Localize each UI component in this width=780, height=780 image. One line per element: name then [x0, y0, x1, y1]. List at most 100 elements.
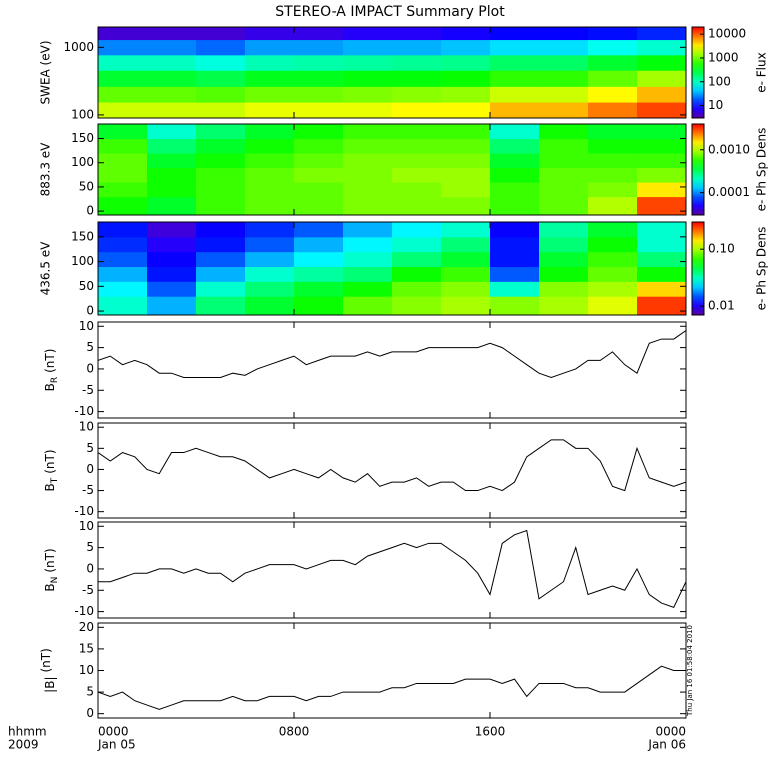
heat-cell [294, 281, 344, 297]
heat-cell [147, 167, 197, 183]
heat-cell [343, 222, 393, 238]
heat-cell [245, 196, 295, 215]
heat-cell [441, 138, 491, 154]
heat-cell [196, 281, 246, 297]
heat-cell [441, 124, 491, 140]
y-tick-label: 0 [86, 204, 94, 218]
colorbar-tick-label: 0.0001 [708, 185, 750, 199]
colorbar-tick-label: 10 [708, 98, 723, 112]
heat-cell [490, 281, 540, 297]
heat-cell [343, 281, 393, 297]
heat-cell [539, 182, 589, 198]
marks [98, 439, 686, 492]
heat-cell [539, 236, 589, 253]
colorbar-label: e- Ph Sp Dens [755, 227, 769, 311]
heat-cell [147, 138, 197, 154]
y-label-unit: (nT) [39, 648, 53, 672]
date-label: Jan 06 [647, 738, 686, 752]
marks [98, 330, 686, 378]
y-tick-label: 0 [86, 361, 94, 375]
heat-cell [441, 86, 491, 103]
colorbar-tick-label: 0.0010 [708, 142, 750, 156]
y-label-main: B [43, 383, 57, 391]
heat-cell [343, 251, 393, 268]
heat-cell [588, 86, 638, 103]
heat-cell [196, 236, 246, 253]
panel-frame [97, 26, 687, 119]
heat-cell [588, 54, 638, 71]
marks [98, 529, 686, 608]
heat-cell [98, 124, 148, 140]
heat-cell [637, 296, 686, 315]
y-tick-label: 1000 [63, 40, 94, 54]
heat-cell [147, 153, 197, 169]
heat-cell [490, 296, 540, 315]
heat-cell [637, 27, 686, 41]
heat-cell [637, 182, 686, 198]
heat-cell [588, 182, 638, 198]
y-label-unit: (nT) [43, 548, 57, 572]
heat-cell [245, 182, 295, 198]
x-tick-label: 1600 [475, 725, 506, 739]
heat-cell [98, 236, 148, 253]
y-tick-label: 5 [86, 685, 94, 699]
heat-cell [392, 266, 442, 282]
heat-cell [343, 54, 393, 71]
x-tick-label: 0800 [279, 725, 310, 739]
heat-cell [294, 153, 344, 169]
heat-cell [588, 27, 638, 41]
y-tick-label: 0 [86, 561, 94, 575]
heat-cell [588, 281, 638, 297]
heat-cell [539, 251, 589, 268]
colorbar-tick-label: 0.10 [708, 242, 735, 256]
heat-cell [441, 266, 491, 282]
heat-cell [490, 27, 540, 41]
heat-cell [637, 222, 686, 238]
heat-cell [294, 182, 344, 198]
heat-cell [539, 124, 589, 140]
heat-cell [392, 153, 442, 169]
heat-cell [392, 182, 442, 198]
heat-cell [441, 167, 491, 183]
heat-cell [147, 54, 197, 71]
panel: 0.0001 0.0010 e- Ph Sp Dens 883.3 eV 0 50 100 1… [39, 123, 769, 218]
y-label-sub: R [50, 377, 60, 383]
y-tick-label: -10 [74, 404, 94, 418]
heat-cell [147, 196, 197, 215]
y-tick-label: 10 [79, 519, 94, 533]
heat-cell [539, 153, 589, 169]
panel-frame [97, 622, 687, 719]
heat-cell [147, 236, 197, 253]
heat-cell [343, 196, 393, 215]
year-label: 2009 [8, 738, 39, 752]
marks [98, 665, 686, 710]
heat-cell [441, 153, 491, 169]
heat-cell [343, 124, 393, 140]
heat-cell [490, 182, 540, 198]
y-tick-label: 10 [79, 319, 94, 333]
heat-cell [196, 222, 246, 238]
heat-cell [147, 70, 197, 87]
heat-cell [343, 138, 393, 154]
heat-cell [539, 54, 589, 71]
heat-cell [294, 167, 344, 183]
y-tick-label: 100 [71, 107, 94, 121]
heat-cell [539, 138, 589, 154]
y-tick-label: 100 [71, 254, 94, 268]
heat-cell [588, 236, 638, 253]
panel-frame [97, 123, 687, 216]
heat-cell [441, 196, 491, 215]
heat-cell [637, 86, 686, 103]
heat-cell [245, 281, 295, 297]
data-line [98, 665, 686, 710]
heat-cell [392, 70, 442, 87]
heat-cell [539, 281, 589, 297]
heat-cell [588, 124, 638, 140]
heat-cell [392, 196, 442, 215]
panel: BT (nT) -10 -5 0 5 10 [43, 420, 687, 519]
heat-cell [637, 54, 686, 71]
y-tick-label: 150 [71, 229, 94, 243]
heat-cell [343, 102, 393, 118]
heat-cell [196, 167, 246, 183]
